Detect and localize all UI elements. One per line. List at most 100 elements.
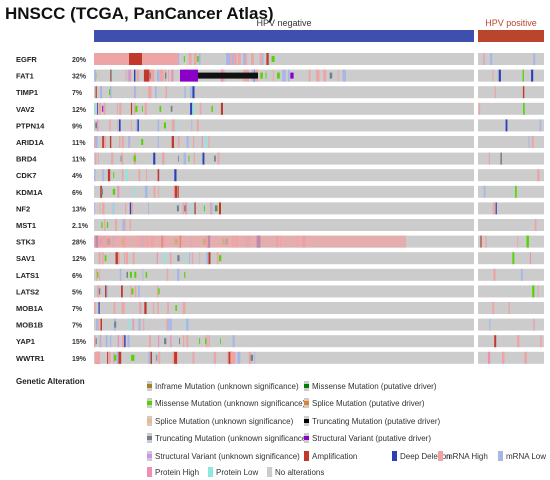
gene-label-mob1a: MOB1A <box>16 304 44 313</box>
alteration-mark <box>94 136 97 148</box>
alteration-mark <box>134 285 137 298</box>
alteration-mark <box>163 252 166 265</box>
alteration-mark <box>175 305 177 311</box>
alteration-mark <box>524 351 527 364</box>
alteration-mark <box>517 235 519 248</box>
alteration-mark <box>94 102 96 115</box>
alteration-mark <box>104 255 107 262</box>
gene-label-nf2: NF2 <box>16 204 30 213</box>
alteration-mark <box>144 102 147 115</box>
legend-label: Missense Mutation (unknown significance) <box>155 399 306 408</box>
alteration-mark <box>105 285 108 298</box>
alteration-mark <box>102 136 104 148</box>
alteration-mark <box>188 53 192 65</box>
legend-label: Truncating Mutation (unknown significanc… <box>155 434 310 443</box>
gene-label-yap1: YAP1 <box>16 337 35 346</box>
hpv-positive-label: HPV positive <box>485 18 537 28</box>
gene-pct-egfr: 20% <box>72 57 87 64</box>
alteration-mark <box>262 53 264 65</box>
alteration-mark <box>117 185 120 198</box>
alteration-mark <box>95 122 97 129</box>
alteration-mark <box>100 318 102 331</box>
alteration-mark <box>121 285 123 298</box>
alteration-mark <box>99 202 101 215</box>
legend-label: Protein Low <box>216 468 259 477</box>
fat1-structural-block <box>180 69 198 82</box>
alteration-mark <box>119 268 122 281</box>
alteration-mark <box>512 252 515 265</box>
alteration-mark <box>142 318 145 331</box>
alteration-mark <box>209 202 212 215</box>
gene-pct-yap1: 15% <box>72 339 87 346</box>
alteration-mark <box>283 69 286 82</box>
track-pos-yap1 <box>478 335 544 348</box>
alteration-mark <box>219 255 222 262</box>
track-neg-nf2 <box>94 202 474 215</box>
alteration-mark <box>165 72 167 79</box>
alteration-mark <box>119 136 121 148</box>
alteration-mark <box>190 102 193 115</box>
alteration-mark <box>490 53 493 65</box>
alteration-mark <box>100 86 102 99</box>
alteration-mark <box>133 102 136 115</box>
alteration-mark <box>144 185 147 198</box>
legend-swatch <box>147 398 152 408</box>
alteration-mark <box>94 335 96 348</box>
alteration-mark <box>191 119 193 132</box>
alteration-mark <box>138 169 141 182</box>
alteration-mark <box>170 335 172 348</box>
alteration-mark <box>146 185 148 198</box>
alteration-mark <box>103 136 106 148</box>
alteration-mark <box>178 155 179 162</box>
alteration-mark <box>494 86 496 99</box>
hpv-negative-bar <box>94 30 474 42</box>
alteration-mark <box>96 268 98 281</box>
alteration-mark <box>158 288 160 295</box>
alteration-mark <box>156 285 159 298</box>
alteration-mark <box>202 152 205 165</box>
legend-label: Deep Deletion <box>400 452 451 461</box>
alteration-mark <box>143 69 148 82</box>
gene-label-arid1a: ARID1A <box>16 138 45 147</box>
alteration-mark <box>119 102 122 115</box>
legend-swatch <box>498 451 503 461</box>
gene-label-lats1: LATS1 <box>16 271 39 280</box>
alteration-mark <box>101 222 103 228</box>
alteration-mark <box>533 318 535 331</box>
track-pos-ptpn14 <box>478 119 544 132</box>
alteration-mark <box>96 271 99 278</box>
track-neg-cdk7 <box>94 169 474 182</box>
gene-pct-timp1: 7% <box>72 90 83 97</box>
alteration-mark <box>133 155 136 162</box>
alteration-mark <box>134 86 137 99</box>
alteration-mark <box>116 102 118 115</box>
gene-label-wwtr1: WWTR1 <box>16 354 44 363</box>
gene-pct-mob1a: 7% <box>72 306 83 313</box>
alteration-mark <box>173 185 176 198</box>
alteration-mark <box>123 335 126 348</box>
track-neg-ptpn14 <box>94 119 474 132</box>
alteration-mark <box>132 318 134 331</box>
track-pos-vav2 <box>478 102 544 115</box>
alteration-mark <box>95 86 97 99</box>
alteration-mark <box>290 72 294 79</box>
alteration-mark <box>182 202 185 215</box>
alteration-mark <box>220 102 223 115</box>
alteration-mark <box>107 351 108 364</box>
alteration-mark <box>102 252 104 265</box>
alteration-mark <box>174 185 177 198</box>
track-neg-vav2 <box>94 102 474 115</box>
alteration-mark <box>94 169 96 182</box>
alteration-mark <box>122 302 125 314</box>
track-neg-lats1 <box>94 268 474 281</box>
alteration-mark <box>174 169 177 182</box>
alteration-mark <box>131 354 135 361</box>
track-pos-mob1b <box>478 318 544 331</box>
alteration-mark <box>121 302 123 314</box>
alteration-mark <box>179 338 180 345</box>
alteration-mark <box>528 136 530 148</box>
alteration-mark <box>118 252 120 265</box>
alteration-mark <box>136 69 140 82</box>
gene-pct-sav1: 12% <box>72 256 87 263</box>
alteration-mark <box>165 86 168 99</box>
